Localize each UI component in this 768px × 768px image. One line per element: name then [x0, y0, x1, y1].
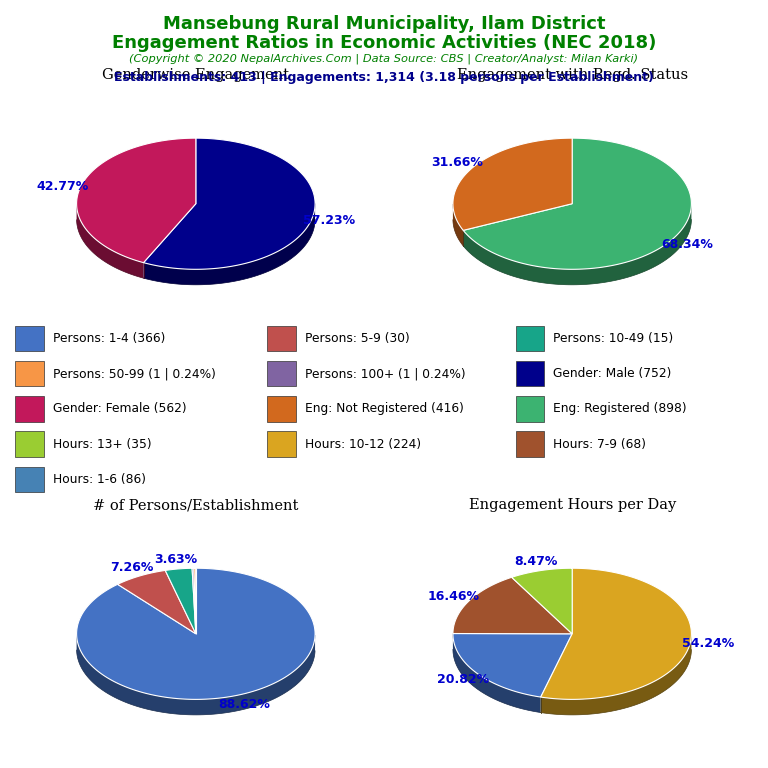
Polygon shape — [192, 568, 196, 634]
Polygon shape — [453, 578, 572, 634]
Polygon shape — [165, 568, 196, 634]
Polygon shape — [77, 138, 196, 263]
Text: 3.63%: 3.63% — [154, 553, 197, 566]
Bar — [267, 326, 296, 351]
Polygon shape — [194, 568, 196, 634]
Text: 42.77%: 42.77% — [36, 180, 88, 194]
Polygon shape — [453, 634, 541, 713]
Title: Engagement Hours per Day: Engagement Hours per Day — [468, 498, 676, 512]
Text: Hours: 10-12 (224): Hours: 10-12 (224) — [305, 438, 421, 451]
Text: Gender: Female (562): Gender: Female (562) — [53, 402, 187, 415]
Polygon shape — [463, 204, 691, 285]
Text: Persons: 5-9 (30): Persons: 5-9 (30) — [305, 332, 409, 345]
Text: Persons: 100+ (1 | 0.24%): Persons: 100+ (1 | 0.24%) — [305, 367, 465, 380]
Title: # of Persons/Establishment: # of Persons/Establishment — [93, 498, 299, 512]
Polygon shape — [77, 204, 144, 278]
Bar — [516, 361, 545, 386]
Polygon shape — [453, 634, 572, 697]
Bar — [15, 326, 44, 351]
Bar — [15, 396, 44, 422]
Title: Genderwise Engagement: Genderwise Engagement — [102, 68, 290, 82]
Text: 54.24%: 54.24% — [682, 637, 734, 650]
Text: Establishments: 413 | Engagements: 1,314 (3.18 persons per Establishment): Establishments: 413 | Engagements: 1,314… — [114, 71, 654, 84]
Polygon shape — [118, 571, 196, 634]
Text: 31.66%: 31.66% — [432, 156, 483, 169]
Polygon shape — [541, 634, 691, 715]
Polygon shape — [144, 138, 315, 270]
Bar — [516, 326, 545, 351]
Text: 8.47%: 8.47% — [515, 554, 558, 568]
Text: 88.62%: 88.62% — [218, 698, 270, 711]
Polygon shape — [77, 568, 315, 700]
Title: Engagement with Regd. Status: Engagement with Regd. Status — [457, 68, 687, 82]
Text: Eng: Registered (898): Eng: Registered (898) — [553, 402, 687, 415]
Bar — [267, 361, 296, 386]
Bar — [267, 396, 296, 422]
Polygon shape — [144, 204, 315, 285]
Text: Gender: Male (752): Gender: Male (752) — [553, 367, 672, 380]
Bar — [15, 432, 44, 457]
Bar — [15, 361, 44, 386]
Text: Eng: Not Registered (416): Eng: Not Registered (416) — [305, 402, 464, 415]
Text: Persons: 1-4 (366): Persons: 1-4 (366) — [53, 332, 165, 345]
Polygon shape — [463, 138, 691, 270]
Text: 20.82%: 20.82% — [437, 673, 489, 686]
Bar — [15, 467, 44, 492]
Polygon shape — [511, 568, 572, 634]
Bar — [267, 432, 296, 457]
Text: 16.46%: 16.46% — [427, 590, 479, 603]
Bar — [516, 396, 545, 422]
Text: Mansebung Rural Municipality, Ilam District: Mansebung Rural Municipality, Ilam Distr… — [163, 15, 605, 33]
Text: 7.26%: 7.26% — [110, 561, 154, 574]
Text: 68.34%: 68.34% — [661, 238, 713, 251]
Polygon shape — [453, 138, 572, 230]
Text: Hours: 1-6 (86): Hours: 1-6 (86) — [53, 473, 146, 486]
Text: Hours: 7-9 (68): Hours: 7-9 (68) — [553, 438, 647, 451]
Text: Persons: 10-49 (15): Persons: 10-49 (15) — [553, 332, 674, 345]
Text: Engagement Ratios in Economic Activities (NEC 2018): Engagement Ratios in Economic Activities… — [112, 34, 656, 51]
Text: (Copyright © 2020 NepalArchives.Com | Data Source: CBS | Creator/Analyst: Milan : (Copyright © 2020 NepalArchives.Com | Da… — [130, 54, 638, 65]
Bar — [516, 432, 545, 457]
Polygon shape — [453, 204, 463, 246]
Text: Hours: 13+ (35): Hours: 13+ (35) — [53, 438, 151, 451]
Polygon shape — [541, 568, 691, 700]
Text: 57.23%: 57.23% — [303, 214, 356, 227]
Polygon shape — [77, 634, 315, 715]
Text: Persons: 50-99 (1 | 0.24%): Persons: 50-99 (1 | 0.24%) — [53, 367, 216, 380]
